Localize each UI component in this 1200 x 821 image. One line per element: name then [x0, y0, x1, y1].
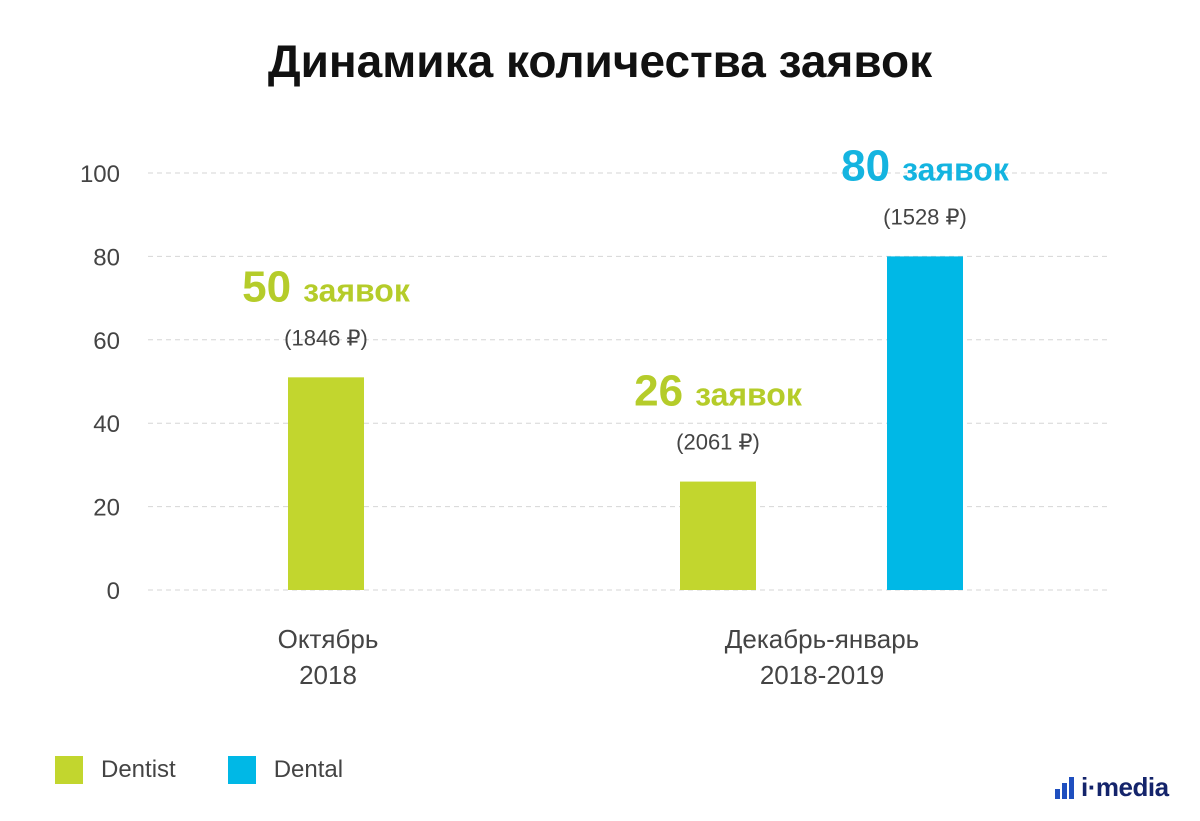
- bar-dentist-1: [680, 481, 756, 590]
- data-label-2: 80 заявок: [841, 141, 1010, 190]
- x-tick-label-0-line1: Октябрь: [278, 624, 379, 654]
- logo-text: i·media: [1081, 772, 1169, 802]
- bars: [288, 256, 963, 590]
- y-axis: 0 20 40 60 80 100: [80, 161, 120, 605]
- y-tick-label-20: 20: [93, 495, 120, 522]
- x-axis: Октябрь 2018 Декабрь-январь 2018-2019: [278, 624, 920, 690]
- legend: Dentist Dental: [55, 756, 395, 784]
- y-tick-label-80: 80: [93, 244, 120, 271]
- x-tick-label-1-line2: 2018-2019: [760, 660, 884, 690]
- chart-title: Динамика количества заявок: [267, 35, 933, 87]
- data-label-1: 26 заявок: [634, 367, 803, 416]
- logo-mark-icon: [1055, 776, 1077, 799]
- x-tick-label-0-line2: 2018: [299, 660, 357, 690]
- legend-item-dental: Dental: [227, 756, 344, 784]
- bar-dentist-0: [288, 377, 364, 590]
- data-sublabel-1: (2061 ₽): [676, 430, 760, 455]
- legend-label-dental: Dental: [273, 756, 344, 783]
- legend-swatch-dentist: [55, 756, 83, 784]
- y-tick-label-100: 100: [80, 161, 120, 188]
- data-sublabel-2: (1528 ₽): [883, 204, 967, 229]
- legend-item-dentist: Dentist: [55, 756, 176, 784]
- imedia-logo: i·media: [1055, 772, 1169, 803]
- legend-label-dentist: Dentist: [101, 756, 176, 783]
- bar-dental-1: [887, 256, 963, 590]
- legend-swatch-dental: [227, 756, 256, 784]
- y-tick-label-60: 60: [93, 328, 120, 355]
- grid-lines: [148, 172, 1108, 591]
- data-sublabel-0: (1846 ₽): [284, 325, 368, 350]
- data-labels: 50 заявок (1846 ₽) 26 заявок (2061 ₽) 80 заявок…: [242, 141, 1010, 454]
- y-tick-label-0: 0: [107, 578, 120, 605]
- x-tick-label-1-line1: Декабрь-январь: [725, 624, 919, 654]
- y-tick-label-40: 40: [93, 411, 120, 438]
- data-label-0: 50 заявок: [242, 262, 411, 311]
